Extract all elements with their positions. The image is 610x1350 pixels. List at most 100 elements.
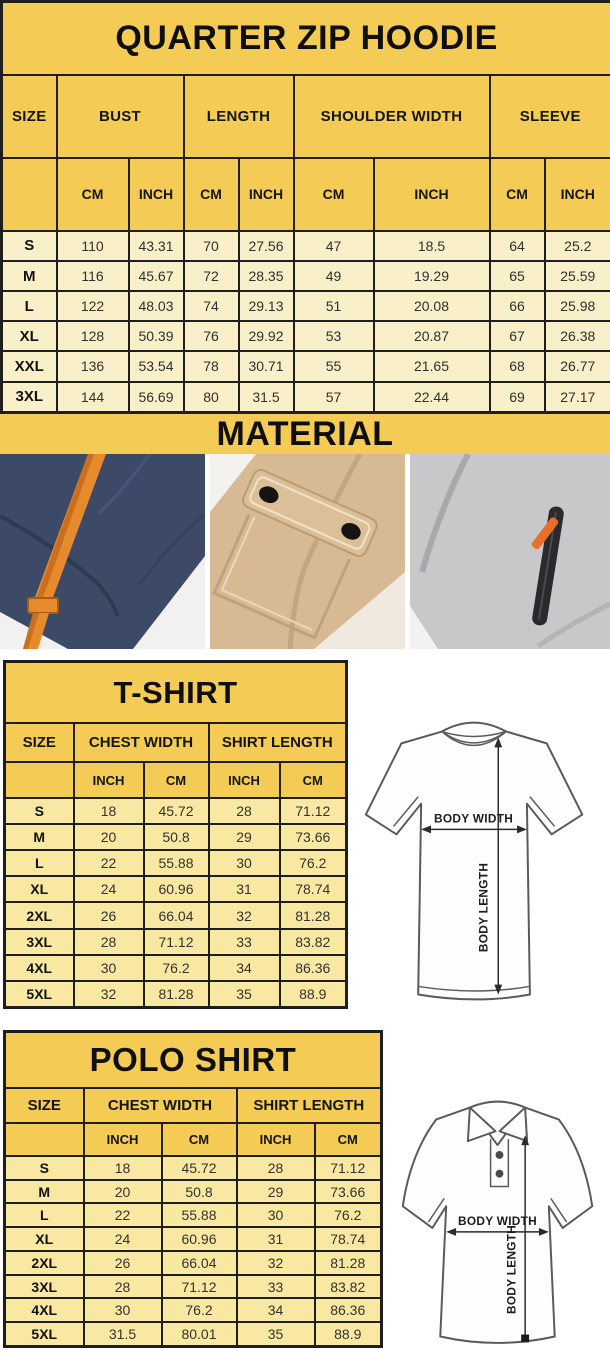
col-header-sleeve: SLEEVE [488,74,610,159]
measurement-cell: 25.59 [543,259,610,293]
measurement-cell: 28.35 [237,259,295,293]
measurement-cell: 66.04 [142,901,210,930]
measurement-cell: 73.66 [278,823,348,852]
size-label-cell: M [3,823,75,852]
measurement-cell: 48.03 [127,290,185,323]
measurement-cell: 71.12 [278,797,348,826]
measurement-cell: 68 [488,350,546,383]
size-label-cell: L [3,1202,85,1229]
measurement-cell: 76.2 [142,953,210,982]
unit-header-cm: CM [488,156,546,232]
measurement-cell: 144 [55,380,130,414]
measurement-cell: 76 [182,320,240,353]
measurement-cell: 22 [72,849,145,878]
measurement-cell: 78.74 [313,1226,383,1252]
measurement-cell: 81.28 [278,901,348,930]
unit-header-cm: CM [182,156,240,232]
table-row: M 20 50.8 29 73.66 [3,823,348,852]
measurement-cell: 19.29 [372,259,491,293]
tshirt-size-table: T-SHIRT SIZE CHEST WIDTH SHIRT LENGTH IN… [3,660,349,1009]
table-row: S 18 45.72 28 71.12 [3,797,348,826]
material-photo-gray-zipper [410,454,610,649]
measurement-cell: 45.72 [142,797,210,826]
measurement-cell: 71.12 [313,1155,383,1181]
measurement-cell: 73.66 [313,1178,383,1205]
unit-header-cm: CM [160,1122,238,1158]
measurement-cell: 35 [207,979,281,1009]
unit-header-inch: INCH [372,156,491,232]
hoodie-table-title: QUARTER ZIP HOODIE [0,0,610,77]
measurement-cell: 33 [235,1273,316,1300]
measurement-cell: 80.01 [160,1321,238,1348]
size-label-cell: 4XL [3,1297,85,1324]
size-label-cell: XL [0,320,58,353]
measurement-cell: 116 [55,259,130,293]
measurement-cell: 20 [82,1178,163,1205]
measurement-cell: 29 [207,823,281,852]
measurement-cell: 18 [72,797,145,826]
measurement-cell: 26 [82,1249,163,1276]
measurement-cell: 20 [72,823,145,852]
table-row: S 18 45.72 28 71.12 [3,1155,383,1181]
measurement-cell: 28 [72,927,145,956]
measurement-cell: 25.98 [543,290,610,323]
col-header-shirt-length: SHIRT LENGTH [235,1086,383,1125]
body-length-label: BODY LENGTH [476,863,490,952]
measurement-cell: 31.5 [82,1321,163,1348]
measurement-cell: 28 [207,797,281,826]
measurement-cell: 20.08 [372,290,491,323]
measurement-cell: 24 [82,1226,163,1252]
measurement-cell: 18 [82,1155,163,1181]
measurement-cell: 30 [207,849,281,878]
measurement-cell: 43.31 [127,229,185,262]
measurement-cell: 30.71 [237,350,295,383]
measurement-cell: 51 [292,290,375,323]
measurement-cell: 31.5 [237,380,295,414]
measurement-cell: 80 [182,380,240,414]
size-label-cell: 5XL [3,1321,85,1348]
measurement-cell: 136 [55,350,130,383]
snap-button [259,486,279,504]
size-label-cell: 2XL [3,1249,85,1276]
measurement-cell: 24 [72,875,145,904]
measurement-cell: 33 [207,927,281,956]
measurement-cell: 50.8 [160,1178,238,1205]
col-header-size: SIZE [3,1086,85,1125]
measurement-cell: 88.9 [278,979,348,1009]
measurement-cell: 86.36 [313,1297,383,1324]
measurement-cell: 55.88 [142,849,210,878]
hoodie-size-table: QUARTER ZIP HOODIE SIZE BUST LENGTH SHOU… [0,0,610,414]
measurement-cell: 25.2 [543,229,610,262]
measurement-cell: 83.82 [278,927,348,956]
material-photo-navy-drawstring [0,454,205,649]
unit-header-cm: CM [278,761,348,800]
measurement-cell: 122 [55,290,130,323]
drawstring-buckle [27,597,59,614]
measurement-cell: 74 [182,290,240,323]
measurement-cell: 60.96 [160,1226,238,1252]
measurement-cell: 26.77 [543,350,610,383]
table-row: L 22 55.88 30 76.2 [3,849,348,878]
table-row: 2XL 26 66.04 32 81.28 [3,901,348,930]
snap-button [341,522,361,540]
measurement-cell: 76.2 [160,1297,238,1324]
size-label-cell: 3XL [3,1273,85,1300]
measurement-cell: 34 [235,1297,316,1324]
measurement-cell: 22 [82,1202,163,1229]
measurement-cell: 81.28 [142,979,210,1009]
table-row: 4XL 30 76.2 34 86.36 [3,953,348,982]
size-label-cell: XL [3,1226,85,1252]
col-header-length: LENGTH [182,74,295,159]
measurement-cell: 30 [72,953,145,982]
table-row: 3XL 144 56.69 80 31.5 57 22.44 69 27.17 [0,380,610,414]
table-row: XL 24 60.96 31 78.74 [3,1226,383,1252]
measurement-cell: 71.12 [160,1273,238,1300]
size-label-cell: 3XL [3,927,75,956]
material-photo-khaki-snap-pocket [210,454,405,649]
measurement-cell: 45.72 [160,1155,238,1181]
unit-header-cm: CM [142,761,210,800]
unit-header-inch: INCH [72,761,145,800]
measurement-cell: 69 [488,380,546,414]
measurement-cell: 27.56 [237,229,295,262]
size-label-cell: 2XL [3,901,75,930]
